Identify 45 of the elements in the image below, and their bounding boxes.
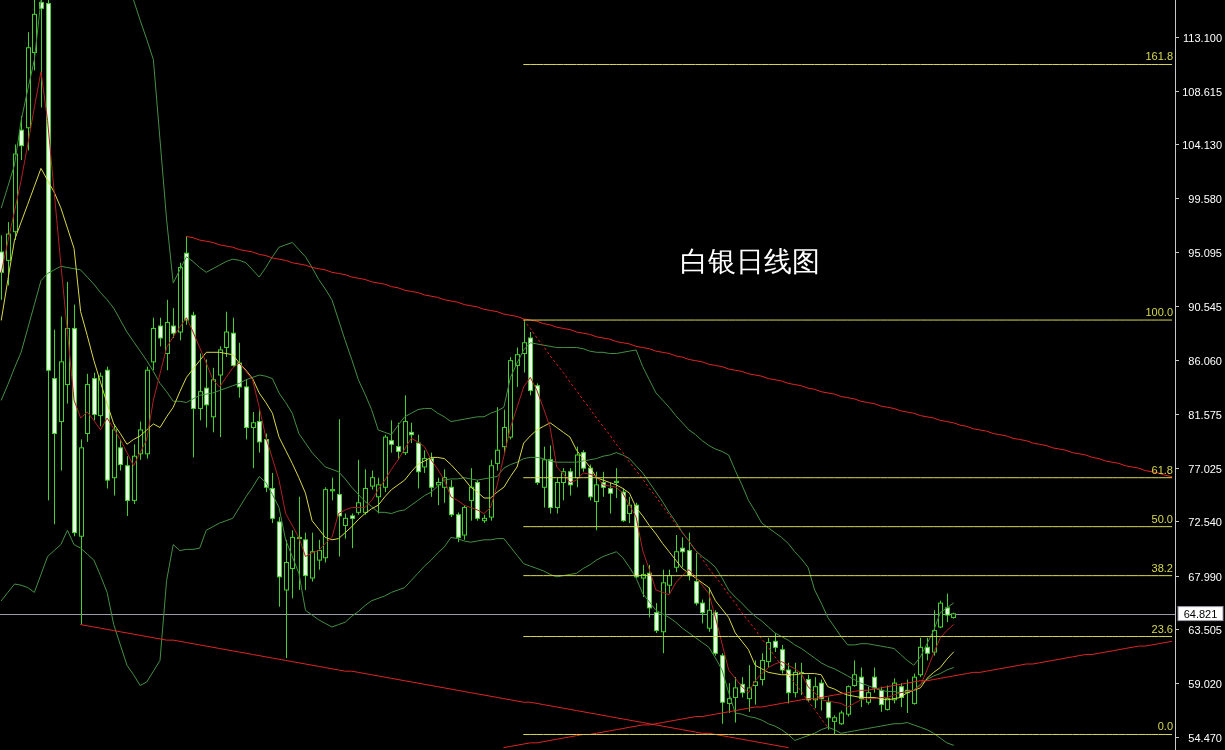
series-label: 50.0 bbox=[1151, 512, 1173, 525]
candlestick bbox=[356, 459, 361, 516]
series-label: 100.0 bbox=[1145, 306, 1173, 319]
candlestick bbox=[925, 637, 930, 661]
y-tick-label: 108.615 bbox=[1182, 85, 1222, 98]
y-tick-label: 113.100 bbox=[1183, 31, 1222, 44]
line-series bbox=[185, 235, 1173, 478]
candlestick bbox=[337, 418, 342, 558]
candlestick bbox=[224, 311, 229, 358]
y-tick-label: 95.095 bbox=[1188, 246, 1222, 259]
candlestick bbox=[608, 481, 613, 515]
y-tick-label: 99.580 bbox=[1188, 192, 1222, 205]
candlestick bbox=[773, 632, 778, 653]
y-tick-label: 63.505 bbox=[1188, 623, 1222, 636]
series-label: 161.8 bbox=[1145, 50, 1173, 63]
y-tick-label: 86.060 bbox=[1188, 354, 1222, 367]
candlestick bbox=[158, 317, 163, 347]
candlestick bbox=[330, 477, 335, 501]
series-label: 23.6 bbox=[1151, 622, 1173, 635]
y-tick-label: 77.025 bbox=[1188, 462, 1222, 475]
y-tick-label: 59.020 bbox=[1188, 677, 1222, 690]
candlestick bbox=[852, 659, 857, 688]
line-series bbox=[0, 476, 954, 746]
y-tick-label: 104.130 bbox=[1182, 138, 1222, 151]
candlestick bbox=[396, 422, 401, 461]
y-tick-label: 67.990 bbox=[1188, 570, 1222, 583]
candlestick bbox=[733, 676, 738, 724]
y-tick-label: 90.545 bbox=[1188, 300, 1222, 313]
candlestick bbox=[872, 667, 877, 694]
candlestick bbox=[614, 467, 619, 499]
candlestick bbox=[343, 513, 348, 540]
y-tick-label: 81.575 bbox=[1188, 408, 1222, 421]
candlestick bbox=[938, 600, 943, 629]
y-tick-label: 54.470 bbox=[1188, 731, 1222, 744]
candlestick bbox=[495, 406, 500, 472]
text: 白银日线图 bbox=[680, 244, 820, 278]
ref-line-label: 64.821 bbox=[1183, 607, 1218, 620]
series-label: 38.2 bbox=[1151, 561, 1173, 574]
y-tick-label: 72.540 bbox=[1188, 515, 1222, 528]
series-label: 0.0 bbox=[1157, 720, 1173, 733]
candlestick bbox=[654, 602, 659, 634]
candlestick bbox=[753, 659, 758, 706]
candlestick bbox=[350, 513, 355, 549]
line-series bbox=[523, 319, 829, 728]
series-label: 61.8 bbox=[1151, 463, 1173, 476]
